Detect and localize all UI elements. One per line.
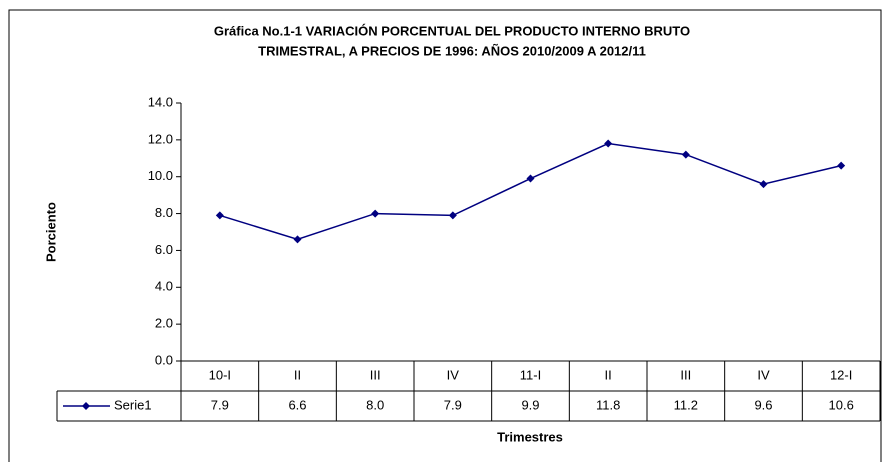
table-value: 9.9 bbox=[521, 397, 539, 412]
chart-border bbox=[8, 9, 882, 462]
point-marker bbox=[759, 180, 768, 189]
x-tick-label: IV bbox=[757, 367, 770, 382]
x-tick-label: III bbox=[680, 367, 691, 382]
point-marker bbox=[293, 235, 302, 244]
y-tick-label: 6.0 bbox=[155, 242, 173, 257]
point-marker bbox=[604, 139, 613, 148]
y-tick-label: 10.0 bbox=[148, 168, 173, 183]
chart-title: Gráfica No.1-1 VARIACIÓN PORCENTUAL DEL … bbox=[214, 23, 690, 38]
y-tick-label: 0.0 bbox=[155, 352, 173, 367]
x-tick-label: 10-I bbox=[209, 367, 231, 382]
point-marker bbox=[215, 211, 224, 220]
y-tick-label: 14.0 bbox=[148, 94, 173, 109]
table-value: 6.6 bbox=[288, 397, 306, 412]
point-marker bbox=[371, 209, 380, 218]
table-value: 10.6 bbox=[829, 397, 854, 412]
table-value: 7.9 bbox=[444, 397, 462, 412]
y-axis-title: Porciento bbox=[43, 202, 58, 262]
point-marker bbox=[837, 161, 846, 170]
table-value: 7.9 bbox=[211, 397, 229, 412]
y-tick-label: 8.0 bbox=[155, 205, 173, 220]
x-tick-label: II bbox=[605, 367, 612, 382]
x-tick-label: III bbox=[370, 367, 381, 382]
point-marker bbox=[448, 211, 457, 220]
table-value: 11.8 bbox=[596, 397, 620, 412]
x-tick-label: II bbox=[294, 367, 301, 382]
table-value: 9.6 bbox=[754, 397, 772, 412]
point-marker bbox=[681, 150, 690, 159]
x-tick-label: 12-I bbox=[830, 367, 852, 382]
y-tick-label: 2.0 bbox=[155, 316, 173, 331]
point-marker bbox=[526, 174, 535, 183]
y-tick-label: 12.0 bbox=[148, 131, 173, 146]
x-tick-label: IV bbox=[447, 367, 460, 382]
x-tick-label: 11-I bbox=[520, 367, 541, 382]
y-tick-label: 4.0 bbox=[155, 279, 173, 294]
legend-marker bbox=[82, 402, 90, 410]
chart-title: TRIMESTRAL, A PRECIOS DE 1996: AÑOS 2010… bbox=[258, 43, 646, 58]
x-axis-title: Trimestres bbox=[497, 429, 563, 444]
table-value: 8.0 bbox=[366, 397, 384, 412]
table-value: 11.2 bbox=[674, 397, 698, 412]
legend-label: Serie1 bbox=[114, 397, 152, 412]
